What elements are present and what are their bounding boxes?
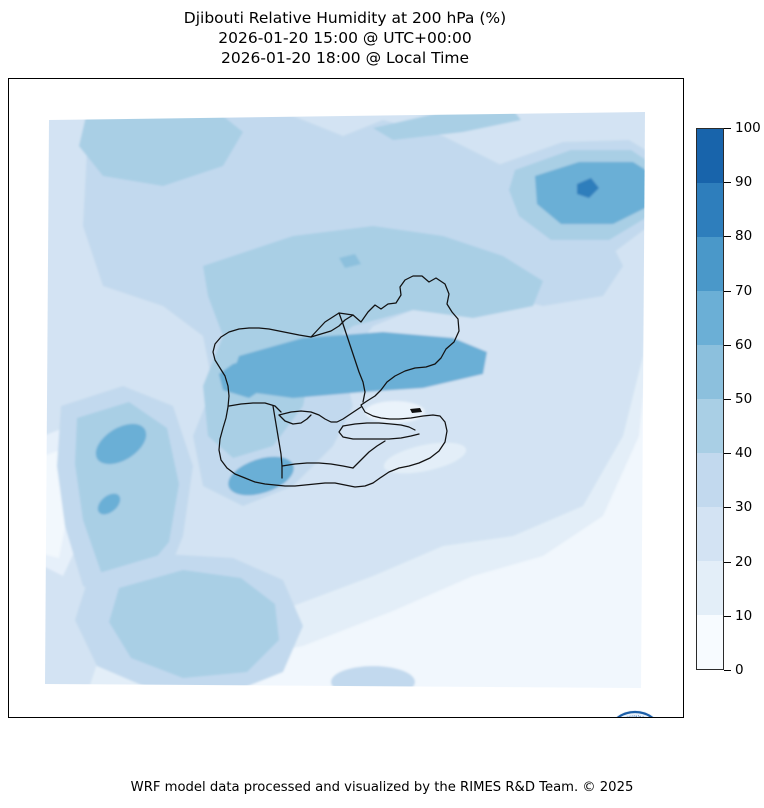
title-line-utc-time: 2026-01-20 15:00 @ UTC+00:00 [218,29,472,47]
colorbar-tick-60 [724,344,731,346]
logo-artwork [606,712,664,717]
logo-inner-disc [612,718,659,719]
djibouti-national-border [212,275,460,488]
colorbar-band-10-20 [697,561,723,615]
djibouti-boundaries [212,275,460,488]
colorbar-tick-30 [724,507,731,509]
colorbar-ticklabel-0: 0 [735,662,744,678]
contour-speck-nw [339,254,361,268]
colorbar-band-60-70 [697,291,723,345]
colorbar-ticklabel-70: 70 [735,282,753,299]
colorbar-bands [696,128,724,670]
colorbar-ticklabel-80: 80 [735,228,753,245]
colorbar-band-0-10 [697,615,723,669]
footer-credit: WRF model data processed and visualized … [130,780,634,795]
region-divide-dikhil-arta [228,402,282,413]
region-divide-south [281,462,354,469]
gulf-of-tadjoura-north-shore [278,406,362,423]
title-line-variable: Djibouti Relative Humidity at 200 hPa (%… [183,9,507,27]
map-plot-frame: Regional Integrated Multi-Hazard Early W… [8,78,684,718]
contour-streak-north [373,112,521,140]
contour-band-30-40-nw [203,226,543,458]
region-divide-north [310,314,354,338]
colorbar-band-30-40 [697,453,723,507]
colorbar-band-40-50 [697,399,723,453]
colorbar-band-80-90 [697,183,723,237]
colorbar-ticklabel-50: 50 [735,391,753,407]
logo-ring-text: Regional Integrated Multi-Hazard Early W… [610,714,662,718]
colorbar-tick-80 [724,236,731,238]
gulf-of-tadjoura-south-shore [342,422,416,431]
humidity-contour-map [45,112,645,688]
contour-core-ne-peak [577,178,599,198]
region-divide-tadjourah-obock [338,312,366,403]
colorbar-band-50-60 [697,345,723,399]
colorbar-tick-50 [724,399,731,400]
colorbar-ticklabel-30: 30 [735,499,753,516]
colorbar-ticks: 0 10 20 30 40 50 60 70 80 90 100 [724,120,764,678]
colorbar-tick-100 [724,128,731,129]
colorbar-tick-0 [724,670,731,671]
contour-band-30-40-nw-corner [79,112,243,186]
page-title: Djibouti Relative Humidity at 200 hPa (%… [0,8,690,68]
region-divide-arta-djibouti [352,440,386,469]
colorbar-tick-40 [724,453,731,455]
colorbar-ticklabel-20: 20 [735,553,753,570]
colorbar-tick-70 [724,290,731,292]
contour-core-west-upper [95,423,147,465]
colorbar-ticklabel-90: 90 [735,174,753,191]
contour-patch-bottom-center [331,666,415,688]
colorbar-ticklabel-100: 100 [735,120,761,136]
colorbar-ticklabel-60: 60 [735,336,753,353]
colorbar-ticklabel-10: 10 [735,607,753,624]
island-marker [410,408,422,413]
colorbar[interactable]: 0 10 20 30 40 50 60 70 80 90 100 [696,120,761,678]
contour-core-west-lower [97,493,121,515]
contour-band-40-50-nw-core [233,332,487,398]
colorbar-tick-90 [724,182,731,184]
title-line-local-time: 2026-01-20 18:00 @ Local Time [220,49,470,67]
colorbar-ticklabel-40: 40 [735,445,753,462]
rimes-logo: Regional Integrated Multi-Hazard Early W… [599,707,671,719]
djibouti-city-coastline [338,425,420,440]
contour-band-30-40-sw [109,570,279,678]
colorbar-band-70-80 [697,237,723,291]
contour-patch-nw-core-tail [219,356,273,398]
gulf-of-tadjoura-inlet-tip [278,414,312,425]
colorbar-band-20-30 [697,507,723,561]
contour-band-0-10-core [163,336,645,688]
contour-fill-group [45,112,645,688]
colorbar-band-90-100 [697,129,723,183]
colorbar-tick-10 [724,615,731,617]
map-canvas[interactable] [43,106,649,692]
colorbar-tick-20 [724,561,731,563]
contour-patch-right-center [383,442,467,474]
